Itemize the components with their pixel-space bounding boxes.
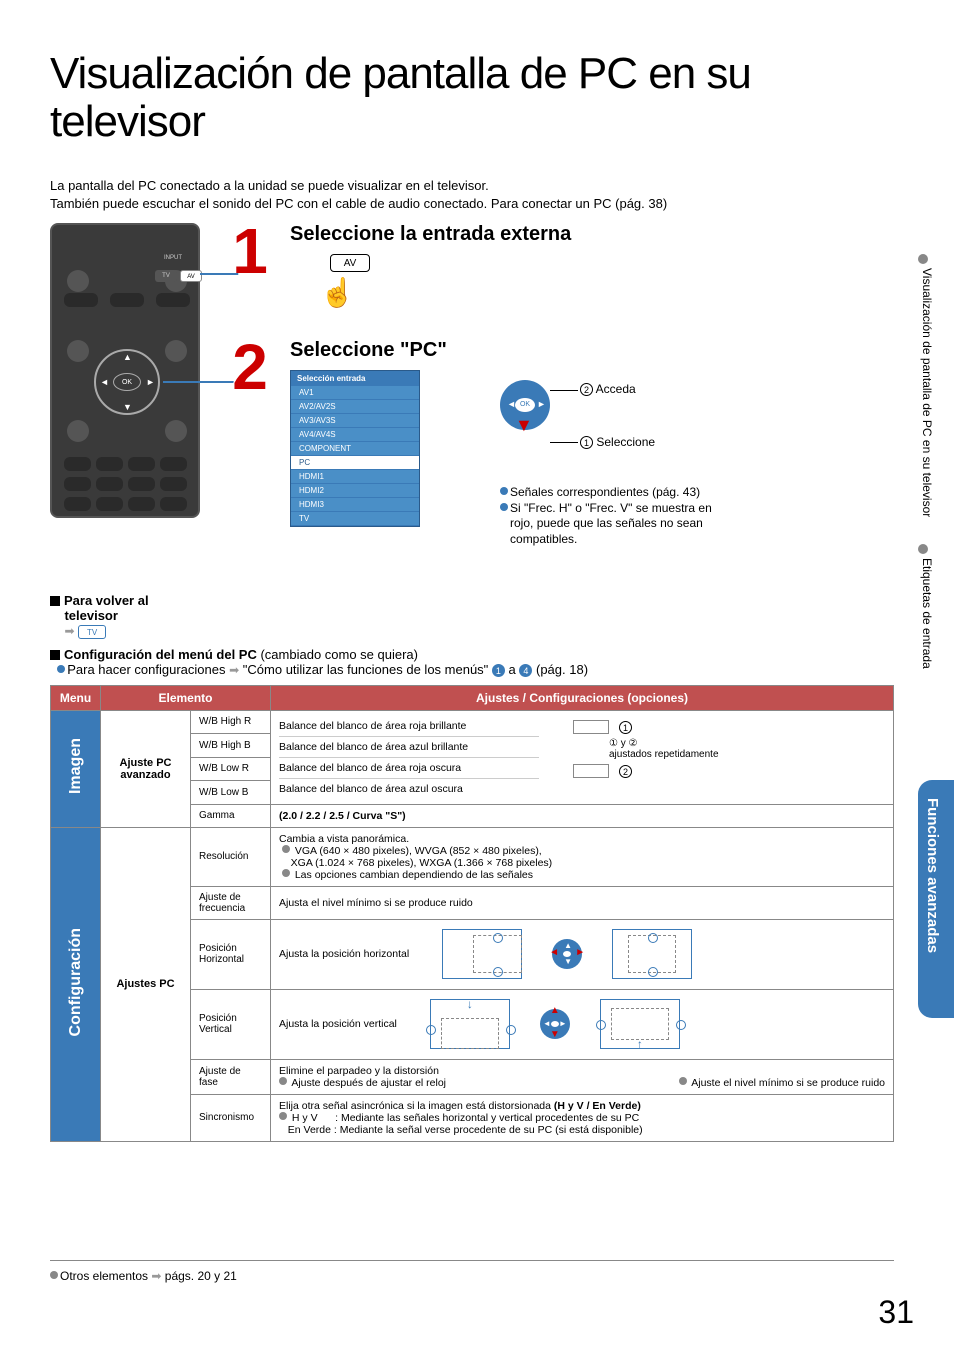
table-sub-element: W/B High R bbox=[191, 710, 271, 734]
menu-category-configuracion: Configuración bbox=[51, 827, 101, 1141]
menu-item: COMPONENT bbox=[291, 442, 419, 456]
intro-text: La pantalla del PC conectado a la unidad… bbox=[50, 177, 894, 213]
step-1: 1 Seleccione la entrada externa AV ☝ bbox=[220, 223, 894, 309]
step-2: 2 Seleccione "PC" Selección entrada AV1 … bbox=[220, 339, 894, 547]
bullet-icon bbox=[500, 503, 508, 511]
table-option: Cambia a vista panorámica. VGA (640 × 48… bbox=[271, 827, 894, 886]
hand-pointer-icon: ☝ bbox=[320, 276, 355, 309]
footer-divider bbox=[50, 1260, 894, 1261]
menu-item: AV3/AV3S bbox=[291, 414, 419, 428]
pc-config-table: Menu Elemento Ajustes / Configuraciones … bbox=[50, 685, 894, 1142]
table-sub-element: W/B Low B bbox=[191, 781, 271, 805]
menu-item-selected: PC bbox=[291, 456, 419, 470]
menu-item: AV4/AV4S bbox=[291, 428, 419, 442]
menu-item: HDMI2 bbox=[291, 484, 419, 498]
table-header: Menu bbox=[51, 685, 101, 710]
menu-category-imagen: Imagen bbox=[51, 710, 101, 827]
table-sub-element: Sincronismo bbox=[191, 1094, 271, 1141]
av-button-icon: AV bbox=[330, 254, 370, 272]
h-position-after-icon bbox=[612, 929, 692, 979]
page-number: 31 bbox=[878, 1294, 914, 1331]
table-option: Elimine el parpadeo y la distorsión Ajus… bbox=[271, 1059, 894, 1094]
v-position-before-icon: ↓ bbox=[430, 999, 510, 1049]
circled-1-filled-icon: 1 bbox=[492, 664, 505, 677]
menu-item: HDMI3 bbox=[291, 498, 419, 512]
table-option: Elija otra señal asincrónica si la image… bbox=[271, 1094, 894, 1141]
step-number-1: 1 bbox=[220, 223, 280, 281]
table-sub-element: W/B Low R bbox=[191, 757, 271, 781]
down-triangle-icon: ▼ bbox=[515, 415, 533, 436]
return-to-tv-note: Para volver al televisor ➡ TV bbox=[50, 593, 894, 639]
side-tab-grey: Visualización de pantalla de PC en su te… bbox=[918, 250, 954, 674]
table-option: Ajusta la posición vertical ↓ ◄ ► ▲ ▼ bbox=[271, 989, 894, 1059]
table-sub-element: Ajuste de fase bbox=[191, 1059, 271, 1094]
table-sub-element: Resolución bbox=[191, 827, 271, 886]
menu-item: HDMI1 bbox=[291, 470, 419, 484]
bullet-icon bbox=[500, 487, 508, 495]
input-selection-menu: Selección entrada AV1 AV2/AV2S AV3/AV3S … bbox=[290, 370, 420, 527]
menu-item: AV1 bbox=[291, 386, 419, 400]
pc-menu-config-heading: Configuración del menú del PC (cambiado … bbox=[50, 647, 894, 677]
remote-control-illustration: INPUT TV AV OK ▲ ▼ ◄ ► bbox=[50, 223, 200, 518]
table-header: Elemento bbox=[101, 685, 271, 710]
side-tab-blue: Funciones avanzadas bbox=[918, 780, 954, 1018]
h-position-before-icon bbox=[442, 929, 522, 979]
menu-item: AV2/AV2S bbox=[291, 400, 419, 414]
table-sub-element: Ajuste de frecuencia bbox=[191, 886, 271, 919]
table-element: Ajustes PC bbox=[101, 827, 191, 1141]
circled-4-filled-icon: 4 bbox=[519, 664, 532, 677]
table-option: Balance del blanco de área roja brillant… bbox=[271, 710, 894, 804]
menu-item: TV bbox=[291, 512, 419, 526]
table-sub-element: Posición Horizontal bbox=[191, 919, 271, 989]
table-sub-element: W/B High B bbox=[191, 734, 271, 758]
table-sub-element: Posición Vertical bbox=[191, 989, 271, 1059]
circled-1-icon: 1 bbox=[580, 436, 593, 449]
step-2-title: Seleccione "PC" bbox=[290, 339, 894, 362]
table-header: Ajustes / Configuraciones (opciones) bbox=[271, 685, 894, 710]
step-1-title: Seleccione la entrada externa bbox=[290, 223, 894, 246]
nav-pad-h-icon: ◄ ► ▲ ▼ bbox=[552, 939, 582, 969]
nav-pad-v-icon: ◄ ► ▲ ▼ bbox=[540, 1009, 570, 1039]
table-option: Ajusta la posición horizontal ◄ ► ▲ ▼ bbox=[271, 919, 894, 989]
table-element: Ajuste PC avanzado bbox=[101, 710, 191, 827]
v-position-after-icon: ↑ bbox=[600, 999, 680, 1049]
page-title: Visualización de pantalla de PC en su te… bbox=[50, 50, 894, 147]
step-number-2: 2 bbox=[220, 339, 280, 397]
footer-note: Otros elementos ➡ págs. 20 y 21 bbox=[50, 1269, 237, 1283]
table-option: (2.0 / 2.2 / 2.5 / Curva "S") bbox=[271, 804, 894, 827]
circled-2-icon: 2 bbox=[580, 383, 593, 396]
tv-button-icon: TV bbox=[78, 625, 106, 639]
table-option: Ajusta el nivel mínimo si se produce rui… bbox=[271, 886, 894, 919]
table-sub-element: Gamma bbox=[191, 804, 271, 827]
